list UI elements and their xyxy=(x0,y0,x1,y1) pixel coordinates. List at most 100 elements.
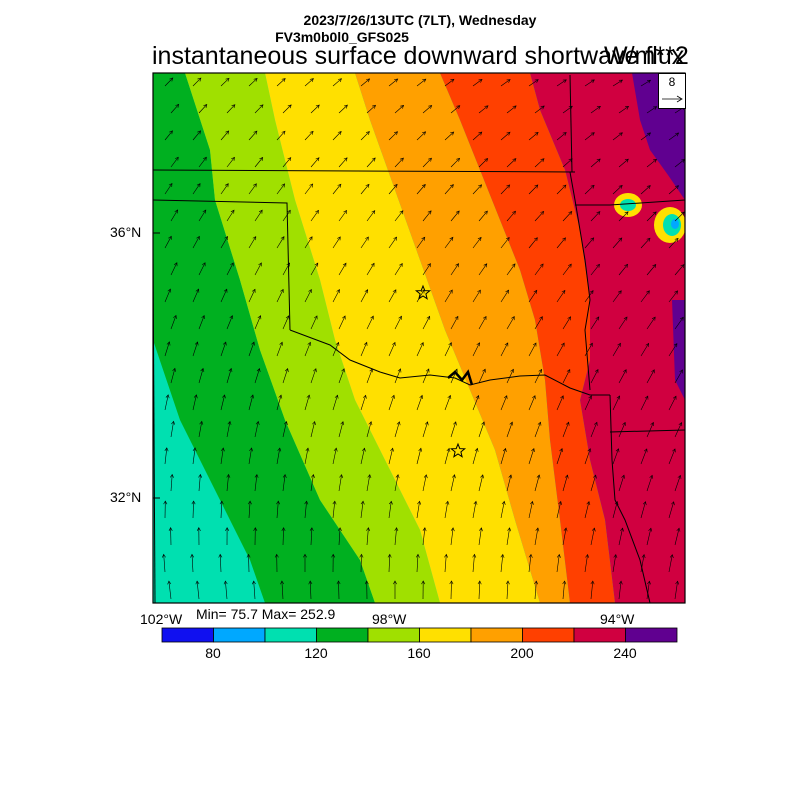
wind-vector-head xyxy=(477,289,481,294)
wind-vector xyxy=(640,290,650,303)
wind-vector-head xyxy=(533,237,538,242)
wind-vector-head xyxy=(480,474,484,479)
wind-vector xyxy=(590,158,601,168)
wind-vector xyxy=(220,130,229,141)
wind-vector xyxy=(500,395,508,411)
wind-vector xyxy=(338,210,347,222)
colorbar-swatch xyxy=(213,627,266,643)
wind-vector xyxy=(640,132,651,141)
wind-vector-head xyxy=(281,78,286,82)
wind-vector xyxy=(198,474,201,492)
wind-vector-head xyxy=(332,500,337,505)
wind-vector-head xyxy=(336,289,340,294)
wind-vector-head xyxy=(586,500,591,506)
wind-vector-head xyxy=(420,342,424,347)
wind-vector xyxy=(556,342,565,357)
wind-vector-head xyxy=(165,394,170,399)
wind-vector-head xyxy=(196,527,201,531)
wind-vector xyxy=(164,447,168,465)
wind-vector-head xyxy=(652,158,657,163)
wind-vector xyxy=(220,78,230,87)
wind-vector-head xyxy=(359,553,364,558)
wind-vector xyxy=(618,158,629,168)
wind-vector xyxy=(163,554,166,573)
wind-vector xyxy=(584,343,593,357)
wind-vector-head xyxy=(426,315,431,320)
wind-vector-head xyxy=(474,447,479,452)
wind-vector-head xyxy=(423,474,428,479)
wind-vector xyxy=(360,131,370,141)
lon-label-94: 94°W xyxy=(600,611,635,627)
wind-vector-head xyxy=(393,236,397,241)
wind-vector xyxy=(192,447,196,465)
wind-vector-head xyxy=(562,132,567,136)
colorbar-label-160: 160 xyxy=(407,645,431,661)
wind-vector-head xyxy=(218,553,223,558)
wind-vector-head xyxy=(539,263,544,268)
wind-vector xyxy=(282,157,292,168)
wind-vector xyxy=(394,368,401,384)
dallas-star xyxy=(449,442,467,458)
wind-vector-head xyxy=(652,211,657,216)
wind-vector xyxy=(198,209,207,222)
wind-vector xyxy=(164,130,173,141)
wind-vector xyxy=(618,528,623,546)
wind-vector-head xyxy=(309,183,314,188)
units-label: W/m**2 xyxy=(604,42,689,70)
wind-vector xyxy=(528,448,535,465)
wind-vector-head xyxy=(225,130,230,135)
wind-vector-head xyxy=(415,553,420,558)
wind-vector xyxy=(618,581,622,600)
wind-vector xyxy=(668,185,679,195)
wind-vector-head xyxy=(394,527,399,532)
wind-vector-head xyxy=(540,210,545,215)
wind-vector xyxy=(528,290,538,303)
wind-vector xyxy=(534,581,537,600)
wind-vector-head xyxy=(287,157,292,162)
wind-vector xyxy=(366,105,376,114)
wind-vector-head xyxy=(365,131,370,135)
wind-vector xyxy=(584,501,590,519)
wind-vector xyxy=(170,209,178,222)
wind-vector xyxy=(332,289,340,303)
wind-vector-head xyxy=(453,421,457,426)
wind-vector-head xyxy=(646,237,651,242)
wind-vector-head xyxy=(202,262,206,267)
lon-label-102: 102°W xyxy=(140,611,183,627)
wind-vector-head xyxy=(675,132,680,137)
wind-vector xyxy=(534,527,539,546)
wind-vector xyxy=(164,394,169,411)
wind-vector xyxy=(534,474,540,492)
wind-vector-head xyxy=(511,316,515,321)
wind-vector-head xyxy=(230,209,235,214)
wind-vector xyxy=(674,317,684,330)
wind-vector-head xyxy=(343,209,347,215)
wind-vector xyxy=(170,262,178,276)
wind-vector-head xyxy=(281,183,285,188)
wind-vector-head xyxy=(309,130,314,135)
wind-vector xyxy=(416,237,426,249)
wind-vector xyxy=(500,448,506,465)
wind-vector-head xyxy=(372,104,376,109)
kansas-oklahoma-border xyxy=(152,169,576,173)
wind-vector xyxy=(388,342,396,357)
wind-vector xyxy=(422,105,432,114)
wind-vector-head xyxy=(587,448,592,453)
wind-vector-head xyxy=(680,264,685,269)
wind-vector xyxy=(506,421,513,438)
wind-vector xyxy=(646,475,653,492)
wind-vector xyxy=(332,448,337,465)
wind-vector xyxy=(248,289,256,303)
wind-vector xyxy=(450,580,452,600)
wind-vector xyxy=(276,501,279,519)
wind-vector xyxy=(416,342,424,357)
wind-vector xyxy=(444,342,452,357)
wind-vector xyxy=(248,447,252,465)
texas-louisiana-border xyxy=(609,394,651,604)
wind-vector-head xyxy=(512,105,517,110)
wind-vector xyxy=(584,395,592,411)
wind-vector-head xyxy=(540,105,545,110)
wind-vector xyxy=(478,369,486,384)
wind-vector xyxy=(450,316,459,330)
wind-vector-head xyxy=(337,183,342,188)
